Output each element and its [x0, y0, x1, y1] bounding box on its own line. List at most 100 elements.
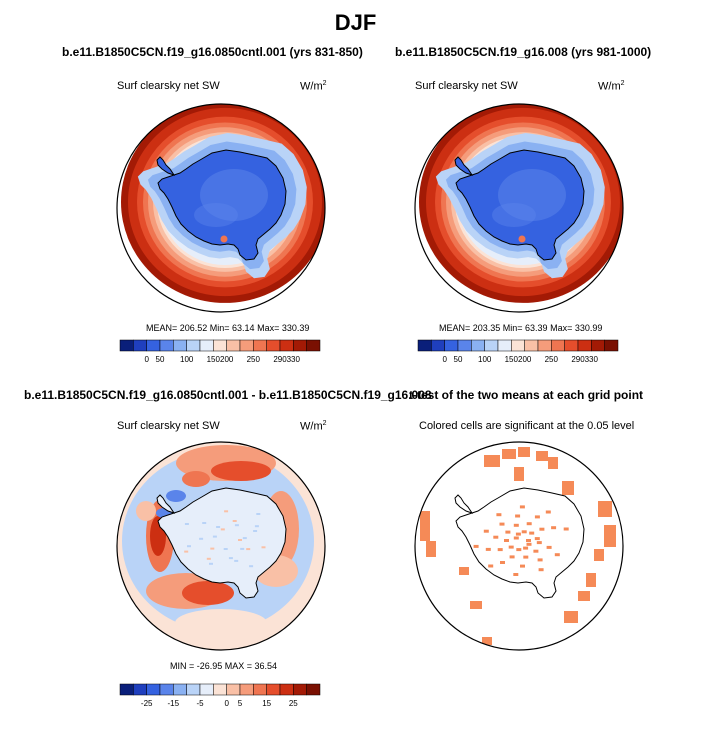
- colorbar-box-1: [431, 339, 445, 352]
- panel3-colorbar: -25 -15 -5 0 5 15 25: [119, 683, 321, 708]
- sig-cell-4: [548, 457, 558, 469]
- colorbar-box-13: [591, 339, 605, 352]
- panel1-colorbar: 0 50 100 150 200 250 290 330: [119, 339, 321, 364]
- sig-continent-25: [499, 522, 505, 526]
- sig-continent-19: [473, 544, 479, 548]
- sig-continent-1: [536, 541, 542, 545]
- colorbar-tick-label: 50: [454, 355, 463, 364]
- panel3-title: b.e11.B1850C5CN.f19_g16.0850cntl.001 - b…: [24, 388, 432, 402]
- continent-noise-21: [184, 550, 189, 553]
- continent-noise-0: [238, 539, 242, 541]
- panel1-units: W/m2: [300, 80, 327, 93]
- colorbar-box-6: [497, 339, 512, 352]
- colorbar-tick-label: 290: [571, 355, 585, 364]
- colorbar-box-7: [213, 683, 227, 696]
- colorbar-box-10: [253, 339, 267, 352]
- panel3-map: [116, 441, 326, 651]
- continent-noise-20: [209, 562, 213, 565]
- continent-noise-18: [246, 548, 251, 551]
- colorbar-box-5: [186, 339, 201, 352]
- sig-continent-0: [526, 539, 531, 542]
- anomaly-blob-1: [211, 461, 271, 481]
- sig-continent-11: [513, 573, 519, 576]
- colorbar-box-12: [279, 339, 294, 352]
- colorbar-box-12: [577, 339, 592, 352]
- sig-continent-39: [534, 537, 540, 541]
- sig-cell-10: [459, 567, 469, 575]
- colorbar-tick-label: 330: [585, 355, 599, 364]
- sig-continent-33: [534, 515, 540, 519]
- panel1-stats: MEAN= 206.52 Min= 63.14 Max= 330.39: [146, 323, 310, 333]
- colorbar-box-12: [279, 683, 294, 696]
- sig-continent-13: [509, 555, 515, 559]
- sig-continent-34: [545, 510, 551, 514]
- colorbar-box-8: [524, 339, 539, 352]
- peninsula-fill: [455, 157, 472, 175]
- sig-continent-4: [526, 542, 532, 546]
- shelf-patch: [194, 203, 238, 227]
- colorbar-box-11: [266, 683, 281, 696]
- continent-noise-25: [254, 525, 259, 528]
- panel1-map: [116, 103, 326, 313]
- sig-continent-31: [521, 530, 527, 534]
- sig-continent-38: [563, 527, 569, 531]
- peninsula-fill: [157, 157, 174, 175]
- map-border: [116, 103, 326, 313]
- sig-continent-36: [539, 527, 545, 531]
- sig-continent-35: [529, 531, 535, 535]
- sig-continent-5: [533, 549, 539, 553]
- continent-noise-7: [234, 524, 239, 527]
- colorbar-tick-label: -25: [141, 699, 153, 708]
- sig-continent-29: [515, 514, 521, 518]
- continent-noise-4: [187, 545, 191, 548]
- sig-continent-20: [504, 539, 509, 542]
- continent-noise-1: [240, 547, 245, 550]
- panel2-stats: MEAN= 203.35 Min= 63.39 Max= 330.99: [439, 323, 603, 333]
- continent-noise-23: [216, 526, 221, 528]
- panel2-variable: Surf clearsky net SW: [415, 80, 518, 92]
- colorbar-tick-label: 50: [156, 355, 165, 364]
- sig-continent-37: [551, 526, 557, 530]
- continent-noise-10: [249, 565, 254, 568]
- peninsula-coastline: [156, 156, 176, 176]
- coastline: [157, 149, 287, 261]
- colorbar-box-4: [471, 339, 485, 352]
- sig-cell-9: [594, 549, 604, 561]
- map-border: [414, 103, 624, 313]
- colorbar-box-3: [159, 339, 174, 352]
- colorbar-box-2: [146, 683, 161, 696]
- sig-continent-10: [520, 564, 525, 568]
- colorbar-box-2: [444, 339, 459, 352]
- continent-noise-12: [210, 547, 215, 550]
- sig-cell-1: [502, 449, 516, 459]
- peninsula-coastline: [454, 156, 474, 176]
- colorbar-tick-label: 250: [545, 355, 559, 364]
- colorbar-box-2: [146, 339, 161, 352]
- shelf-patch: [492, 203, 536, 227]
- warm-spot: [220, 235, 228, 243]
- figure-title: DJF: [334, 10, 377, 35]
- colorbar-box-8: [226, 339, 241, 352]
- colorbar-box-10: [551, 339, 565, 352]
- colorbar-tick-label: 200: [220, 355, 234, 364]
- sig-continent-8: [523, 546, 529, 550]
- warm-spot: [518, 235, 526, 243]
- colorbar-tick-label: 100: [180, 355, 194, 364]
- colorbar-tick-label: 5: [238, 699, 243, 708]
- sig-cell-17: [482, 637, 492, 645]
- sig-cell-14: [586, 573, 596, 587]
- colorbar-box-13: [293, 683, 307, 696]
- colorbar-box-13: [293, 339, 307, 352]
- colorbar-box-0: [119, 683, 134, 696]
- coastline: [157, 487, 287, 599]
- map-field: [121, 104, 325, 303]
- colorbar-tick-label: 290: [273, 355, 287, 364]
- colorbar-box-6: [199, 683, 214, 696]
- colorbar-box-4: [173, 339, 187, 352]
- continent-noise-6: [220, 528, 225, 531]
- colorbar-tick-label: 25: [289, 699, 298, 708]
- sig-continent-6: [537, 558, 543, 562]
- continent-noise-3: [206, 557, 211, 560]
- continent-noise-15: [224, 510, 229, 513]
- sig-cell-15: [514, 467, 524, 481]
